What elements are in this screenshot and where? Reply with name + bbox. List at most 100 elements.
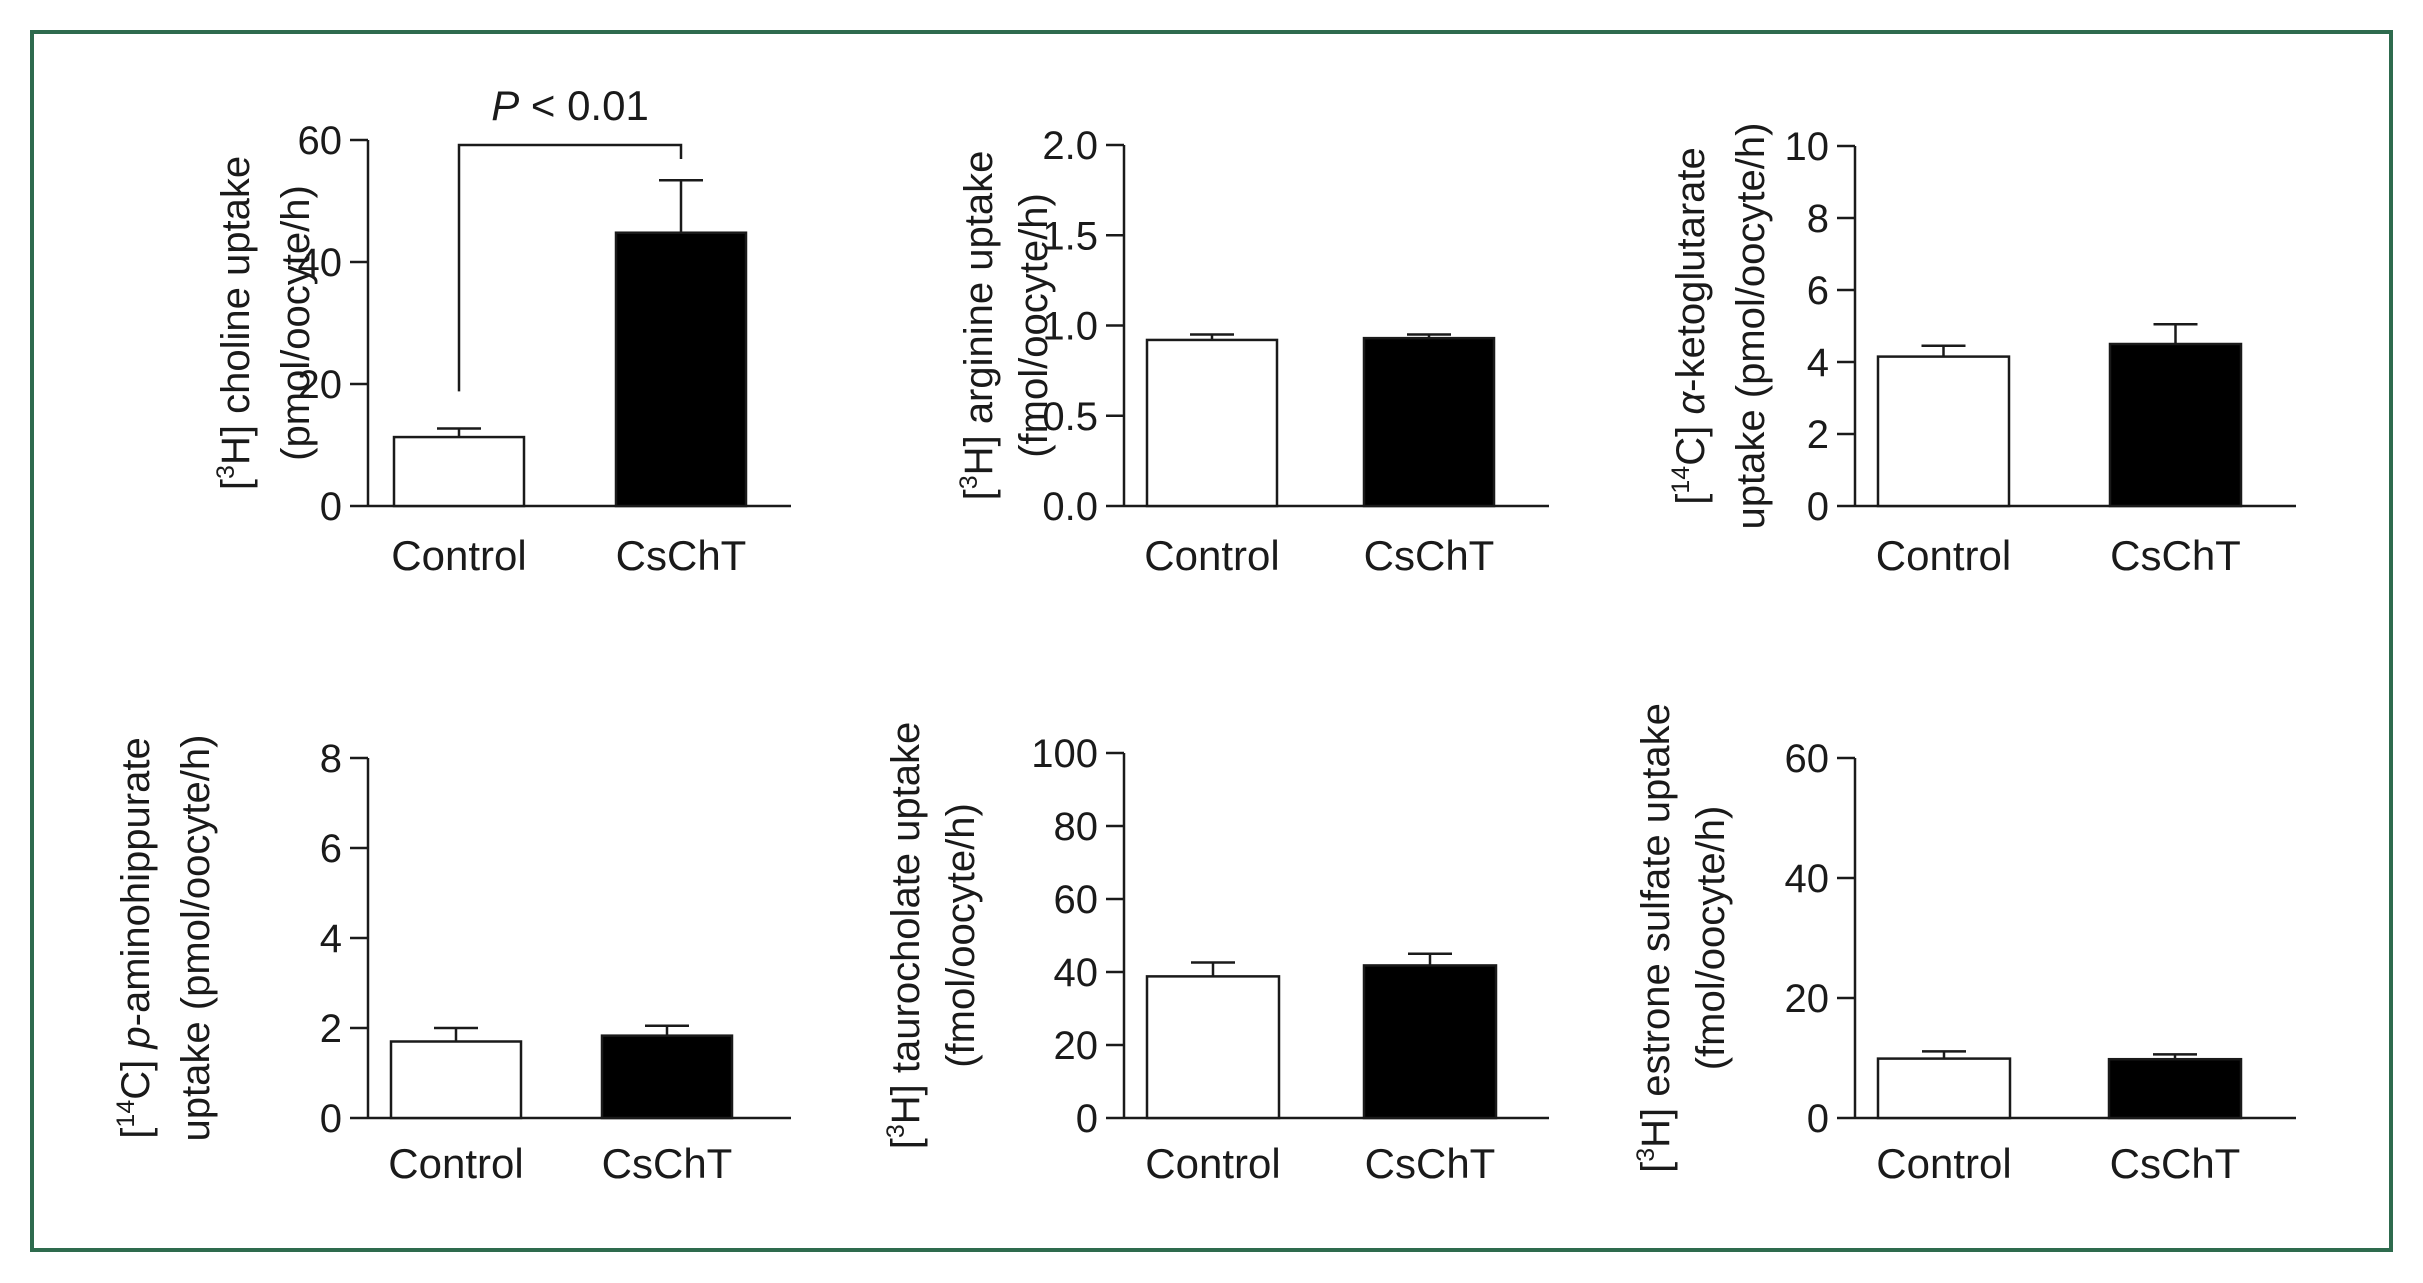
y-axis-label: [3H] taurocholate uptake (fmol/oocyte/h) — [882, 722, 983, 1150]
label-name: -aminohippurate — [114, 737, 158, 1026]
y-tick-label: 0 — [1807, 1097, 1829, 1141]
y-tick-label: 40 — [1785, 857, 1830, 901]
y-axis-label-line2: uptake (pmol/oocyte/h) — [174, 735, 218, 1142]
x-category-label: CsChT — [1365, 1140, 1496, 1187]
x-category-label: CsChT — [602, 1140, 733, 1187]
y-tick-label: 0.5 — [1042, 395, 1098, 439]
panel-choline: 0 20 40 60 Control CsChT [3H] choline uptake (p… — [212, 82, 791, 579]
y-tick-label: 4 — [320, 917, 342, 961]
y-tick-label: 20 — [1054, 1024, 1099, 1068]
y-axis-label-line1: [3H] estrone sulfate uptake — [1632, 703, 1678, 1173]
y-tick-label: 2 — [320, 1007, 342, 1051]
bracket-close: ] — [884, 1084, 928, 1095]
y-axis-label-line1: [3H] choline uptake — [212, 156, 258, 490]
y-tick-label: 60 — [1054, 878, 1099, 922]
bracket-close: ] — [957, 435, 1001, 446]
y-axis-label-line1: [3H] taurocholate uptake — [882, 722, 928, 1150]
y-tick-label: 40 — [1054, 951, 1099, 995]
y-tick-label: 1.5 — [1042, 214, 1098, 258]
label-space — [1669, 415, 1713, 426]
y-tick-label: 20 — [1785, 977, 1830, 1021]
x-category-label: CsChT — [2110, 532, 2241, 579]
y-axis-label: [3H] choline uptake (pmol/oocyte/h) — [212, 156, 318, 490]
bracket-open: [ — [957, 489, 1001, 500]
y-tick-label: 0 — [320, 485, 342, 529]
bracket-open: [ — [214, 479, 258, 490]
figure-frame: 0 20 40 60 Control CsChT [3H] choline uptake (p… — [30, 30, 2393, 1252]
panel-alpha-ketoglutarate: 0 2 4 6 8 10 Control CsChT [14C] α-ketoglutarate… — [1667, 123, 2296, 579]
y-tick-label: 60 — [1785, 737, 1830, 781]
bar-cscht — [600, 1034, 734, 1120]
panel-taurocholate: 0 20 40 60 80 100 Control CsChT [3H] taurocholat… — [882, 722, 1549, 1187]
panel-estrone-sulfate: 0 20 40 60 Control CsChT [3H] estrone sulfate … — [1632, 703, 2296, 1187]
y-tick-label: 6 — [320, 827, 342, 871]
bracket-line — [457, 143, 683, 392]
y-tick-label: 10 — [1785, 125, 1830, 169]
isotope-element: H — [957, 446, 1001, 475]
y-tick-label: 20 — [298, 363, 343, 407]
x-category-label: CsChT — [1364, 532, 1495, 579]
p-value-text: < 0.01 — [519, 82, 649, 129]
y-axis-label-line2: (fmol/oocyte/h) — [1689, 806, 1733, 1071]
bar-control — [389, 1040, 523, 1120]
bar-control — [1145, 338, 1279, 508]
p-value-label: P < 0.01 — [491, 82, 649, 129]
y-tick-label: 60 — [298, 119, 343, 163]
label-space — [114, 1049, 158, 1060]
isotope-mass: 3 — [1632, 1148, 1660, 1162]
y-tick-label: 2.0 — [1042, 124, 1098, 168]
y-axis-label: [14C] α-ketoglutarate uptake (pmol/oocyte… — [1667, 123, 1773, 530]
bracket-open: [ — [114, 1128, 158, 1139]
bracket-close: ] — [114, 1060, 158, 1071]
x-category-label: Control — [388, 1140, 523, 1187]
y-tick-label: 0 — [1076, 1097, 1098, 1141]
y-tick-label: 40 — [298, 241, 343, 285]
label-name: taurocholate uptake — [884, 722, 928, 1084]
y-tick-label: 1.0 — [1042, 305, 1098, 349]
isotope-mass: 3 — [955, 475, 983, 489]
x-category-label: Control — [1145, 1140, 1280, 1187]
y-axis-label: [14C] p-aminohippurate uptake (pmol/oocyt… — [112, 735, 218, 1142]
bar-cscht — [2107, 1057, 2243, 1120]
bar-control — [392, 435, 526, 508]
label-italic-prefix: α — [1669, 391, 1713, 415]
bar-cscht — [614, 231, 748, 508]
y-tick-label: 4 — [1807, 341, 1829, 385]
y-tick-label: 8 — [320, 737, 342, 781]
bar-cscht — [1362, 964, 1498, 1120]
y-tick-label: 100 — [1031, 732, 1098, 776]
bracket-close: ] — [1634, 1108, 1678, 1119]
isotope-element: C — [114, 1071, 158, 1100]
x-category-label: Control — [391, 532, 526, 579]
y-tick-label: 80 — [1054, 805, 1099, 849]
label-name: estrone sulfate uptake — [1634, 703, 1678, 1108]
bar-cscht — [2108, 342, 2243, 508]
x-category-label: CsChT — [2110, 1140, 2241, 1187]
isotope-element: H — [1634, 1119, 1678, 1148]
significance-bracket: P < 0.01 — [457, 82, 683, 392]
y-axis-label-line1: [3H] arginine uptake — [955, 151, 1001, 501]
bracket-open: [ — [1634, 1162, 1678, 1173]
isotope-mass: 3 — [212, 465, 240, 479]
y-axis-label-line2: (fmol/oocyte/h) — [939, 803, 983, 1068]
isotope-mass: 3 — [882, 1124, 910, 1138]
label-name: choline uptake — [214, 156, 258, 425]
isotope-mass: 14 — [112, 1100, 140, 1128]
x-category-label: CsChT — [616, 532, 747, 579]
y-tick-label: 0.0 — [1042, 485, 1098, 529]
y-tick-label: 0 — [320, 1097, 342, 1141]
panel-p-aminohippurate: 0 2 4 6 8 Control CsChT [14C] p-aminohippurate u… — [112, 735, 791, 1187]
y-axis-label-line2: (fmol/oocyte/h) — [1012, 193, 1056, 458]
bar-control — [1876, 1057, 2012, 1120]
y-axis-label-line1: [14C] α-ketoglutarate — [1667, 147, 1713, 504]
x-category-label: Control — [1144, 532, 1279, 579]
y-tick-label: 0 — [1807, 485, 1829, 529]
panel-arginine: 0.0 0.5 1.0 1.5 2.0 Control CsChT [3H] arginine… — [955, 124, 1549, 579]
isotope-mass: 14 — [1667, 466, 1695, 494]
bracket-close: ] — [214, 425, 258, 436]
bar-cscht — [1362, 336, 1496, 508]
bar-control — [1145, 975, 1281, 1120]
p-symbol: P — [491, 82, 519, 129]
label-italic-prefix: p — [114, 1026, 158, 1049]
label-name: -ketoglutarate — [1669, 147, 1713, 392]
